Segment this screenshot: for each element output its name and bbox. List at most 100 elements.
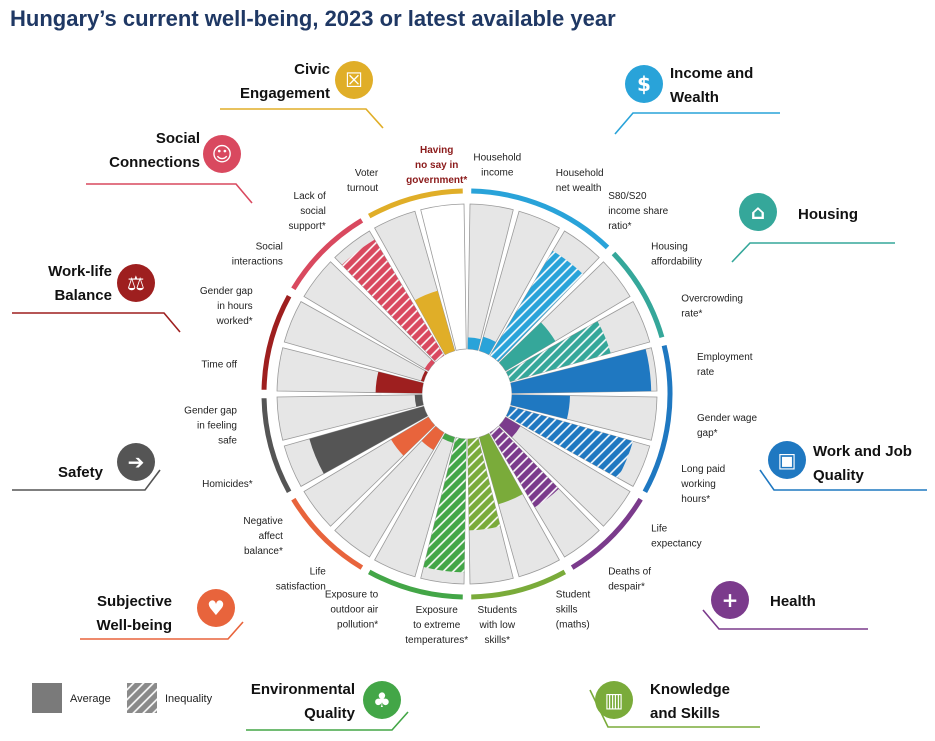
house-icon-glyph: ⌂ [751,200,765,224]
bar-track-no-data [420,203,467,351]
bar-group [276,203,658,585]
bar-income [467,337,481,351]
bar-knowledge [479,433,523,505]
domain-environment: ♣ Environmental Quality [246,681,409,731]
indicator-label: government* [406,175,467,186]
indicator-label: Time off [201,360,237,371]
bar-work [510,349,652,394]
domain-label: Well-being [96,617,172,634]
indicator-label: to extreme [413,620,461,631]
domain-label: Civic [294,61,330,78]
indicator-label: net wealth [556,183,602,194]
domain-label: Environmental [251,681,355,698]
domain-health: + Health [702,581,868,630]
indicator-label: Housing [651,241,688,252]
leader-line [246,711,409,731]
domain-label: Wealth [670,89,719,106]
indicator-label: Students [478,605,517,616]
indicator-label: worked* [216,316,253,327]
bar-civic [414,290,455,355]
domain-arc-safety [261,398,292,494]
domain-arc-environment [367,569,463,600]
domain-label: Income and [670,65,753,82]
domain-label: Connections [109,154,200,171]
legend-swatch-average [32,683,62,713]
indicator-label: affordability [651,256,702,267]
briefcase-icon-glyph: ▣ [778,448,797,472]
indicator-label: Negative [243,516,283,527]
indicator-label: safe [218,435,237,446]
book-icon [595,681,633,719]
indicator-label: Life [310,567,327,578]
bar-work [510,394,570,420]
bar-environment [423,437,467,573]
ballot-icon [335,61,373,99]
book-icon-glyph: ▥ [605,688,624,712]
indicator-label: Exposure [416,605,459,616]
domain-label: Engagement [240,85,330,102]
bar-knowledge [467,437,501,531]
indicator-label: affect [259,531,283,542]
leader-line [12,469,161,491]
domain-label: Housing [798,206,858,223]
domain-work: ▣ Work and Job Quality [759,441,927,491]
house-icon [739,193,777,231]
leader-line [759,469,927,491]
leader-line [12,312,181,333]
leader-line [80,621,244,640]
indicator-label: outdoor air [330,604,378,615]
domain-label: Subjective [97,593,172,610]
leader-line [731,242,895,263]
indicator-label: Long paid [681,464,725,475]
domain-label: and Skills [650,705,720,722]
heart-icon-glyph: ♥ [207,596,225,620]
indicator-label: rate [697,367,715,378]
domain-label: Balance [54,287,112,304]
domain-arc-income [471,188,610,250]
indicator-label: no say in [415,160,458,171]
running-person-icon-glyph: ➔ [128,450,145,474]
domain-arc-work [642,344,673,494]
people-icon-glyph: ☺ [212,142,233,166]
indicator-label: Overcrowding [681,294,743,305]
bar-environment [442,433,455,443]
domain-subjective: ♥ Subjective Well-being [80,589,244,640]
legend-label-average: Average [70,693,111,705]
domain-arc-worklife [261,294,292,390]
indicator-label: expectancy [651,539,702,550]
domain-safety: ➔ Safety [12,443,161,491]
money-icon [625,65,663,103]
domain-housing: ⌂ Housing [731,193,895,263]
domain-label: Work and Job [813,443,912,460]
domain-civic: ☒ Civic Engagement [220,61,384,129]
running-person-icon [117,443,155,481]
indicator-label: Household [556,168,604,179]
domain-arc-subjective [291,497,364,570]
bar-health [499,417,521,438]
scales-icon [117,264,155,302]
bar-social [341,239,444,362]
domain-label: Quality [304,705,356,722]
leader-line [702,609,868,630]
bar-subjective [421,426,444,451]
indicator-label: Having [420,145,453,156]
domain-label: Safety [58,464,104,481]
domain-arcs [261,188,673,600]
indicator-label: Gender gap [184,405,237,416]
bar-housing [506,321,611,382]
bar-health [490,426,559,508]
domain-arc-social [291,218,364,291]
legend: Average Inequality [32,683,213,713]
indicator-label: skills [556,604,578,615]
indicator-label: Life [651,524,668,535]
indicator-label: income share [608,206,668,217]
indicator-label: pollution* [337,619,378,630]
bar-housing [499,322,556,371]
indicator-label: turnout [347,183,378,194]
indicator-label: Lack of [294,191,326,202]
domain-label: Quality [813,467,865,484]
indicator-label: gap* [697,428,718,439]
domain-arc-health [570,497,643,570]
domain-label: Knowledge [650,681,730,698]
